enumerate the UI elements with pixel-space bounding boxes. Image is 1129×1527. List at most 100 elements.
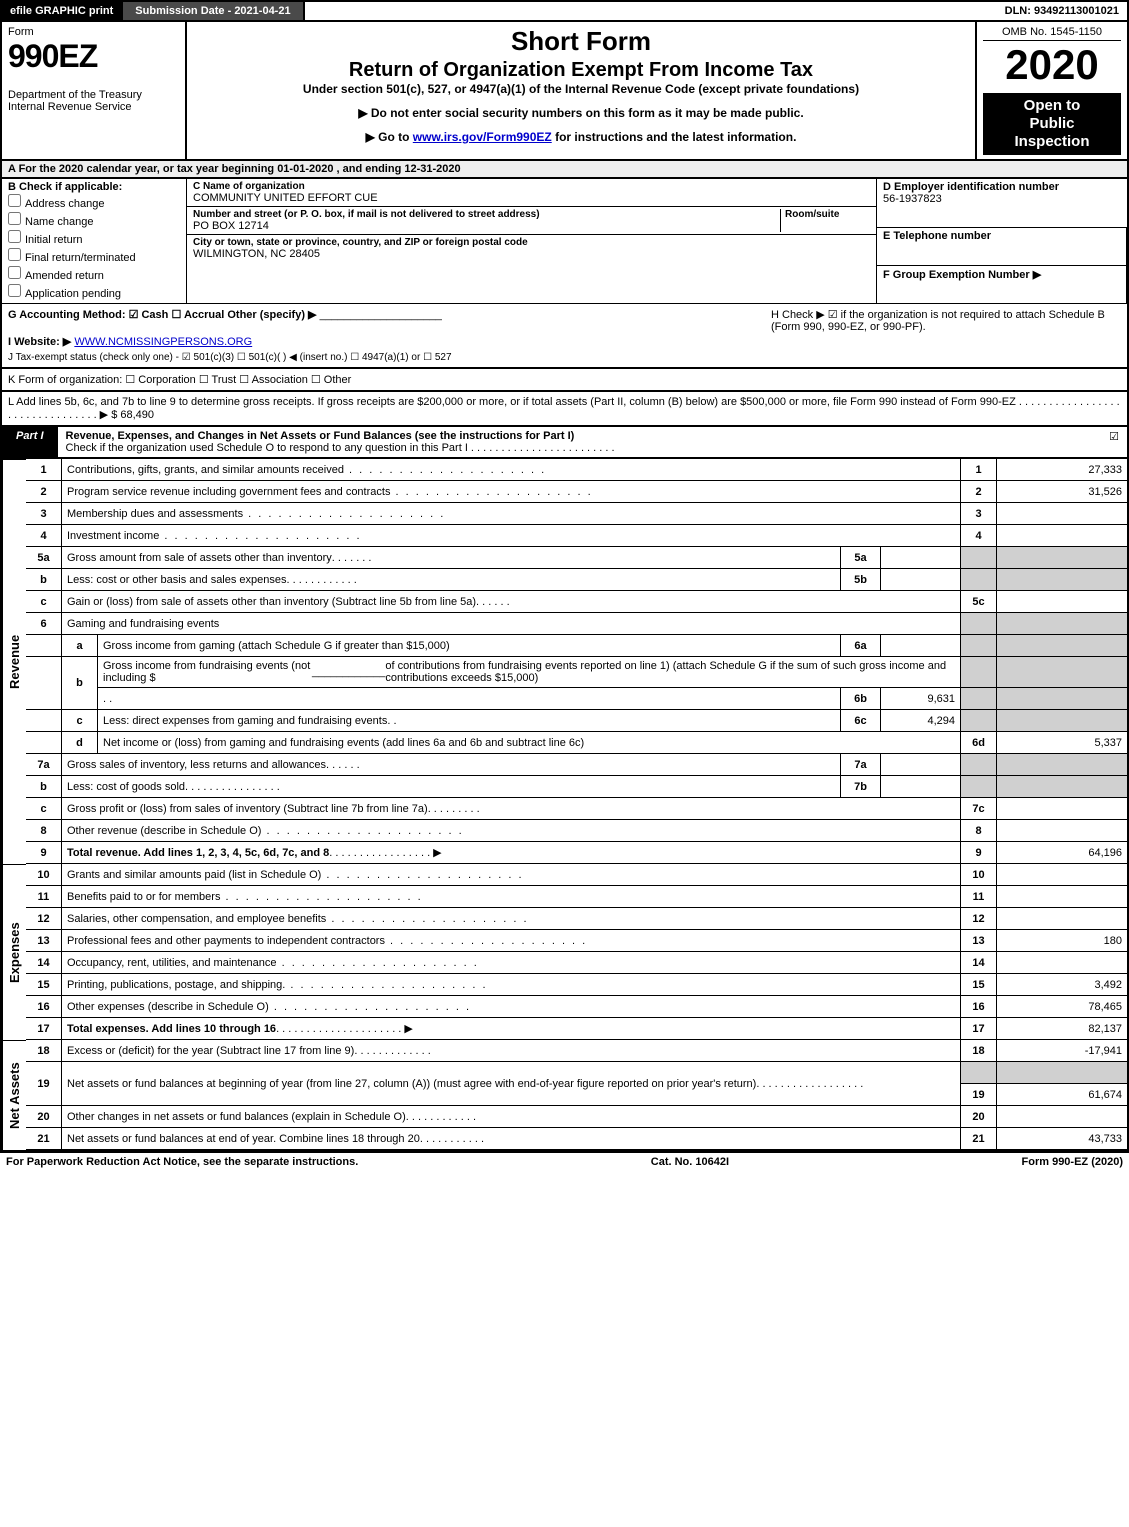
- street-row: Number and street (or P. O. box, if mail…: [187, 207, 876, 235]
- line-17-num: 17: [26, 1018, 62, 1040]
- line-6b-shade: [961, 657, 997, 688]
- line-14-rn: 14: [961, 952, 997, 974]
- line-6d-amt: 5,337: [997, 732, 1127, 754]
- part1-title: Revenue, Expenses, and Changes in Net As…: [58, 427, 1102, 457]
- line-6c-spacer: [26, 710, 62, 732]
- line-21-num: 21: [26, 1128, 62, 1150]
- check-amended-return[interactable]: Amended return: [8, 265, 180, 283]
- line-15-desc: Printing, publications, postage, and shi…: [62, 974, 961, 996]
- section-b-label: B Check if applicable:: [8, 181, 180, 193]
- section-g: G Accounting Method: ☑ Cash ☐ Accrual Ot…: [8, 308, 731, 321]
- line-19-shade2: [997, 1062, 1127, 1084]
- line-2-num: 2: [26, 481, 62, 503]
- line-18-desc: Excess or (deficit) for the year (Subtra…: [62, 1040, 961, 1062]
- note-goto: ▶ Go to www.irs.gov/Form990EZ for instru…: [193, 130, 969, 144]
- line-13-desc: Professional fees and other payments to …: [62, 930, 961, 952]
- room-label: Room/suite: [785, 209, 870, 220]
- line-5a-num: 5a: [26, 547, 62, 569]
- ein-label: D Employer identification number: [883, 181, 1121, 193]
- line-20-rn: 20: [961, 1106, 997, 1128]
- check-final-return[interactable]: Final return/terminated: [8, 247, 180, 265]
- line-5a-samt: [881, 547, 961, 569]
- line-3-amt: [997, 503, 1127, 525]
- form-number: 990EZ: [8, 38, 179, 75]
- omb-number: OMB No. 1545-1150: [983, 26, 1121, 41]
- form-header: Form 990EZ Department of the Treasury In…: [0, 22, 1129, 161]
- line-13-num: 13: [26, 930, 62, 952]
- line-12-amt: [997, 908, 1127, 930]
- section-gh: G Accounting Method: ☑ Cash ☐ Accrual Ot…: [0, 304, 1129, 369]
- footer-mid: Cat. No. 10642I: [358, 1156, 1021, 1168]
- section-h: H Check ▶ ☑ if the organization is not r…: [771, 308, 1121, 363]
- line-6b-spacer: [26, 657, 62, 710]
- line-19-rn: 19: [961, 1084, 997, 1106]
- page-footer: For Paperwork Reduction Act Notice, see …: [0, 1152, 1129, 1171]
- line-6d-spacer: [26, 732, 62, 754]
- website-link[interactable]: WWW.NCMISSINGPERSONS.ORG: [74, 336, 252, 348]
- line-2-desc: Program service revenue including govern…: [62, 481, 961, 503]
- line-7a-sn: 7a: [841, 754, 881, 776]
- line-20-num: 20: [26, 1106, 62, 1128]
- line-7b-shade2: [997, 776, 1127, 798]
- irs-link[interactable]: www.irs.gov/Form990EZ: [413, 130, 552, 144]
- line-6c-shade2: [997, 710, 1127, 732]
- part1-check-note: Check if the organization used Schedule …: [66, 442, 615, 454]
- line-13-amt: 180: [997, 930, 1127, 952]
- line-21-rn: 21: [961, 1128, 997, 1150]
- header-center: Short Form Return of Organization Exempt…: [187, 22, 977, 159]
- line-7b-samt: [881, 776, 961, 798]
- line-14-amt: [997, 952, 1127, 974]
- netassets-vlabel: Net Assets: [2, 1040, 26, 1150]
- line-4-rn: 4: [961, 525, 997, 547]
- revenue-vlabel: Revenue: [2, 459, 26, 864]
- info-grid: B Check if applicable: Address change Na…: [0, 179, 1129, 304]
- line-2-amt: 31,526: [997, 481, 1127, 503]
- line-16-rn: 16: [961, 996, 997, 1018]
- line-5c-num: c: [26, 591, 62, 613]
- org-name-label: C Name of organization: [193, 181, 870, 192]
- line-11-num: 11: [26, 886, 62, 908]
- line-7b-desc: Less: cost of goods sold . . . . . . . .…: [62, 776, 841, 798]
- line-1-amt: 27,333: [997, 459, 1127, 481]
- line-3-rn: 3: [961, 503, 997, 525]
- line-5b-num: b: [26, 569, 62, 591]
- line-19-desc: Net assets or fund balances at beginning…: [62, 1062, 961, 1106]
- topbar-spacer: [305, 8, 997, 14]
- check-application-pending[interactable]: Application pending: [8, 283, 180, 301]
- note-goto-pre: ▶ Go to: [366, 130, 413, 144]
- line-20-amt: [997, 1106, 1127, 1128]
- dept-irs: Internal Revenue Service: [8, 101, 179, 113]
- line-7c-desc: Gross profit or (loss) from sales of inv…: [62, 798, 961, 820]
- line-6-desc: Gaming and fundraising events: [62, 613, 961, 635]
- line-16-desc: Other expenses (describe in Schedule O): [62, 996, 961, 1018]
- line-6a-num: a: [62, 635, 98, 657]
- line-6b-shade3: [961, 688, 997, 710]
- efile-label[interactable]: efile GRAPHIC print: [2, 2, 123, 20]
- line-11-desc: Benefits paid to or for members: [62, 886, 961, 908]
- check-name-change[interactable]: Name change: [8, 211, 180, 229]
- line-12-desc: Salaries, other compensation, and employ…: [62, 908, 961, 930]
- section-k: K Form of organization: ☐ Corporation ☐ …: [0, 369, 1129, 392]
- line-6c-desc: Less: direct expenses from gaming and fu…: [98, 710, 841, 732]
- line-5b-sn: 5b: [841, 569, 881, 591]
- line-12-num: 12: [26, 908, 62, 930]
- tax-year: 2020: [983, 41, 1121, 89]
- line-5c-desc: Gain or (loss) from sale of assets other…: [62, 591, 961, 613]
- check-address-change[interactable]: Address change: [8, 193, 180, 211]
- title-sub: Return of Organization Exempt From Incom…: [193, 59, 969, 82]
- line-7c-rn: 7c: [961, 798, 997, 820]
- line-6a-desc: Gross income from gaming (attach Schedul…: [98, 635, 841, 657]
- line-1-num: 1: [26, 459, 62, 481]
- footer-left: For Paperwork Reduction Act Notice, see …: [6, 1156, 358, 1168]
- line-9-amt: 64,196: [997, 842, 1127, 864]
- line-6d-num: d: [62, 732, 98, 754]
- part1-checkbox[interactable]: ☑: [1101, 427, 1127, 457]
- line-10-rn: 10: [961, 864, 997, 886]
- check-initial-return[interactable]: Initial return: [8, 229, 180, 247]
- line-6b-desc2: . .: [98, 688, 841, 710]
- org-name: COMMUNITY UNITED EFFORT CUE: [193, 192, 870, 204]
- line-6c-shade: [961, 710, 997, 732]
- title-under: Under section 501(c), 527, or 4947(a)(1)…: [193, 82, 969, 96]
- section-l-text: L Add lines 5b, 6c, and 7b to line 9 to …: [8, 396, 1120, 421]
- line-17-desc: Total expenses. Add lines 10 through 16 …: [62, 1018, 961, 1040]
